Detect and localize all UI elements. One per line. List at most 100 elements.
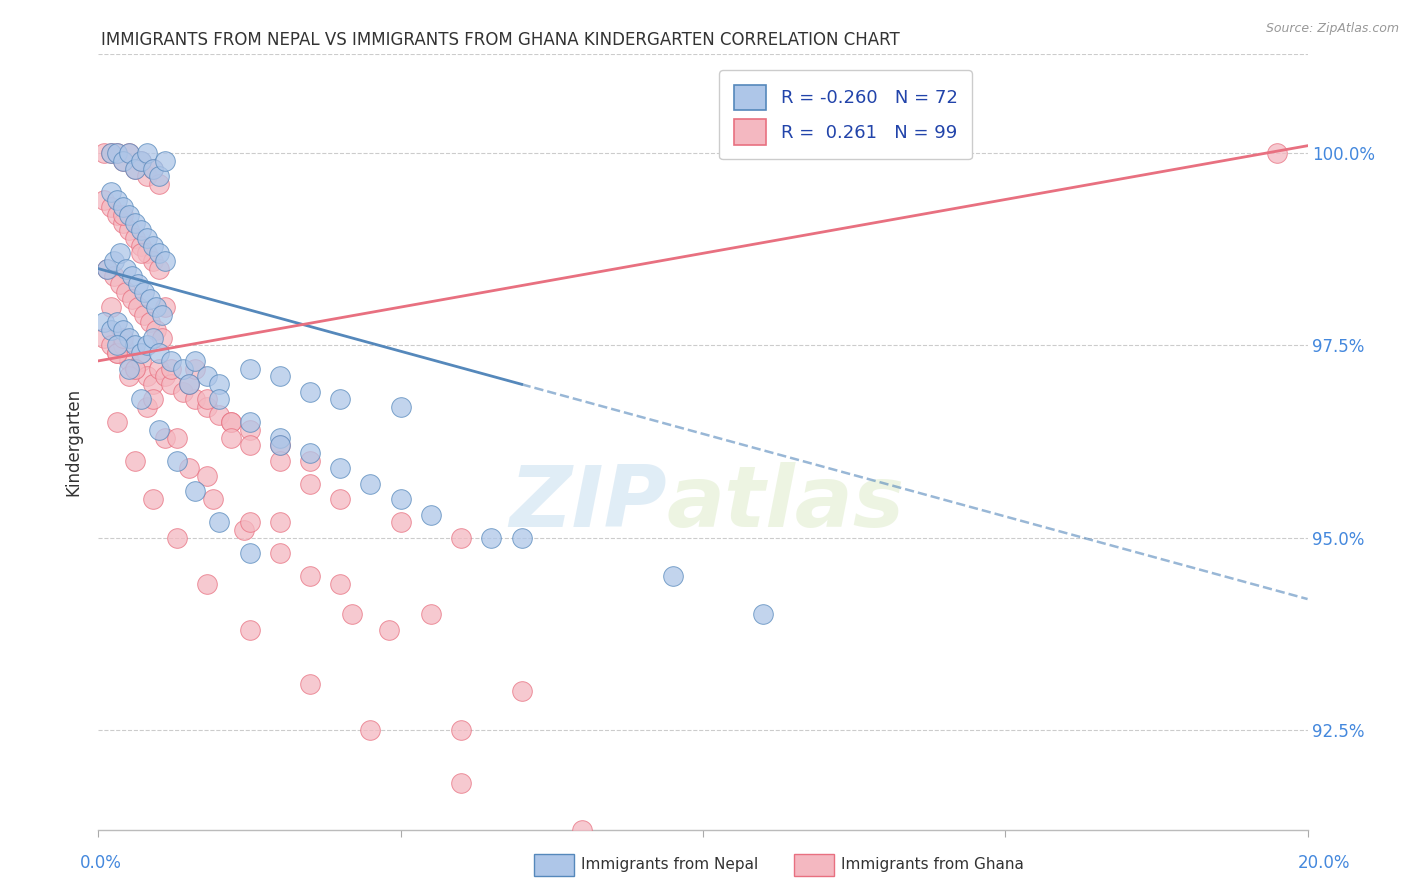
Point xyxy=(121,269,143,284)
Point xyxy=(100,146,122,161)
Point xyxy=(111,338,134,352)
Point xyxy=(160,361,183,376)
Point xyxy=(111,331,134,345)
Point xyxy=(299,676,322,690)
Point xyxy=(184,392,207,407)
Point xyxy=(153,300,176,314)
Point xyxy=(299,476,322,491)
Point xyxy=(450,776,472,790)
Point xyxy=(184,484,207,499)
Text: 20.0%: 20.0% xyxy=(1298,855,1351,872)
Text: 0.0%: 0.0% xyxy=(80,855,122,872)
Point xyxy=(111,200,134,214)
Point xyxy=(96,261,118,276)
Point xyxy=(148,177,170,191)
Point xyxy=(93,315,115,329)
Point xyxy=(221,431,243,445)
Point xyxy=(135,338,157,352)
Point xyxy=(202,492,225,507)
Point xyxy=(93,193,115,207)
Point xyxy=(148,346,170,360)
Point xyxy=(150,308,173,322)
Point xyxy=(360,476,382,491)
Point xyxy=(129,238,152,252)
Point xyxy=(269,454,291,468)
Point xyxy=(166,431,188,445)
Point xyxy=(142,161,165,176)
Point xyxy=(111,216,134,230)
Point xyxy=(105,346,128,360)
Point xyxy=(153,369,176,384)
Point xyxy=(269,438,291,452)
Point xyxy=(118,208,141,222)
Point xyxy=(105,208,128,222)
Point xyxy=(221,415,243,429)
Point xyxy=(184,354,207,368)
Point xyxy=(129,392,152,407)
Point xyxy=(148,169,170,184)
Point xyxy=(142,492,165,507)
Point xyxy=(129,346,152,360)
Point xyxy=(100,323,122,337)
Point xyxy=(118,146,141,161)
Point xyxy=(118,146,141,161)
Point xyxy=(221,415,243,429)
Point xyxy=(105,193,128,207)
Point xyxy=(269,546,291,560)
Point xyxy=(239,423,262,437)
Point xyxy=(124,338,146,352)
Point xyxy=(135,231,157,245)
Point xyxy=(269,369,291,384)
Point xyxy=(329,461,352,475)
Point xyxy=(103,269,125,284)
Point xyxy=(108,277,131,291)
Point xyxy=(239,438,262,452)
Point xyxy=(124,216,146,230)
Point xyxy=(269,431,291,445)
Point xyxy=(124,454,146,468)
Point xyxy=(661,569,683,583)
Point xyxy=(124,161,146,176)
Point xyxy=(208,392,231,407)
Point xyxy=(124,361,146,376)
Point xyxy=(132,285,155,299)
Point xyxy=(139,315,162,329)
Point xyxy=(139,293,162,307)
Point xyxy=(172,361,194,376)
Point xyxy=(100,185,122,199)
Point xyxy=(299,569,322,583)
Point xyxy=(510,531,533,545)
Point xyxy=(129,154,152,169)
Text: ZIP: ZIP xyxy=(509,462,666,545)
Point xyxy=(360,723,382,737)
Text: Source: ZipAtlas.com: Source: ZipAtlas.com xyxy=(1265,22,1399,36)
Point xyxy=(142,376,165,391)
Point xyxy=(118,361,141,376)
Point xyxy=(752,607,775,622)
Point xyxy=(239,361,262,376)
Point xyxy=(510,684,533,698)
Point xyxy=(105,338,128,352)
Point xyxy=(105,146,128,161)
Point xyxy=(148,261,170,276)
Point xyxy=(342,607,364,622)
Point xyxy=(118,354,141,368)
Point xyxy=(145,300,167,314)
Point xyxy=(135,400,157,414)
Point xyxy=(208,376,231,391)
Point xyxy=(100,146,122,161)
Point xyxy=(299,384,322,399)
Point xyxy=(389,400,412,414)
Point xyxy=(96,261,118,276)
Point xyxy=(179,461,201,475)
Point xyxy=(1267,146,1289,161)
Point xyxy=(135,169,157,184)
Point xyxy=(153,254,176,268)
Point xyxy=(179,376,201,391)
Point xyxy=(153,154,176,169)
Point xyxy=(103,254,125,268)
Point xyxy=(124,161,146,176)
Point xyxy=(184,361,207,376)
Point xyxy=(148,246,170,260)
Text: IMMIGRANTS FROM NEPAL VS IMMIGRANTS FROM GHANA KINDERGARTEN CORRELATION CHART: IMMIGRANTS FROM NEPAL VS IMMIGRANTS FROM… xyxy=(101,31,900,49)
